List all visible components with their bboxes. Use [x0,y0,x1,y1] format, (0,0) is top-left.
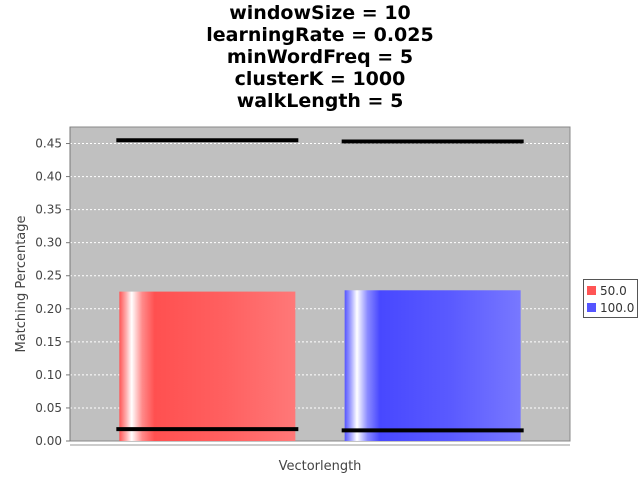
legend-item-100: 100.0 [587,299,634,316]
title-line-window-size: windowSize = 10 [229,2,411,24]
y-axis-label: Matching Percentage [14,215,29,352]
axes: 0.00 0.05 0.10 0.15 0.20 0.25 0.30 0.35 0.40 0.45 [35,127,570,448]
legend-swatch-red [587,286,596,295]
y-tick-label: 0.20 [35,302,62,316]
legend-item-50: 50.0 [587,282,634,299]
title-line-learning-rate: learningRate = 0.025 [206,24,434,46]
y-tick-label: 0.25 [35,269,62,283]
title-line-walk-length: walkLength = 5 [236,90,404,112]
y-tick-label: 0.05 [35,401,62,415]
legend-swatch-blue [587,303,596,312]
chart-title: windowSize = 10 learningRate = 0.025 min… [0,2,640,112]
y-tick-label: 0.15 [35,335,62,349]
x-axis-label: Vectorlength [279,459,362,474]
bar-100.0 [344,290,521,441]
y-tick-label: 0.30 [35,236,62,250]
bars [116,138,524,441]
y-tick-label: 0.40 [35,170,62,184]
title-line-min-word-freq: minWordFreq = 5 [226,46,414,68]
legend-label: 50.0 [600,283,627,298]
title-line-cluster-k: clusterK = 1000 [234,68,406,90]
legend: 50.0 100.0 [583,279,639,318]
y-tick-label: 0.10 [35,368,62,382]
y-tick-label: 0.00 [35,434,62,448]
legend-label: 100.0 [600,300,635,315]
y-tick-label: 0.45 [35,137,62,151]
bar-50.0 [119,291,296,441]
y-tick-label: 0.35 [35,203,62,217]
